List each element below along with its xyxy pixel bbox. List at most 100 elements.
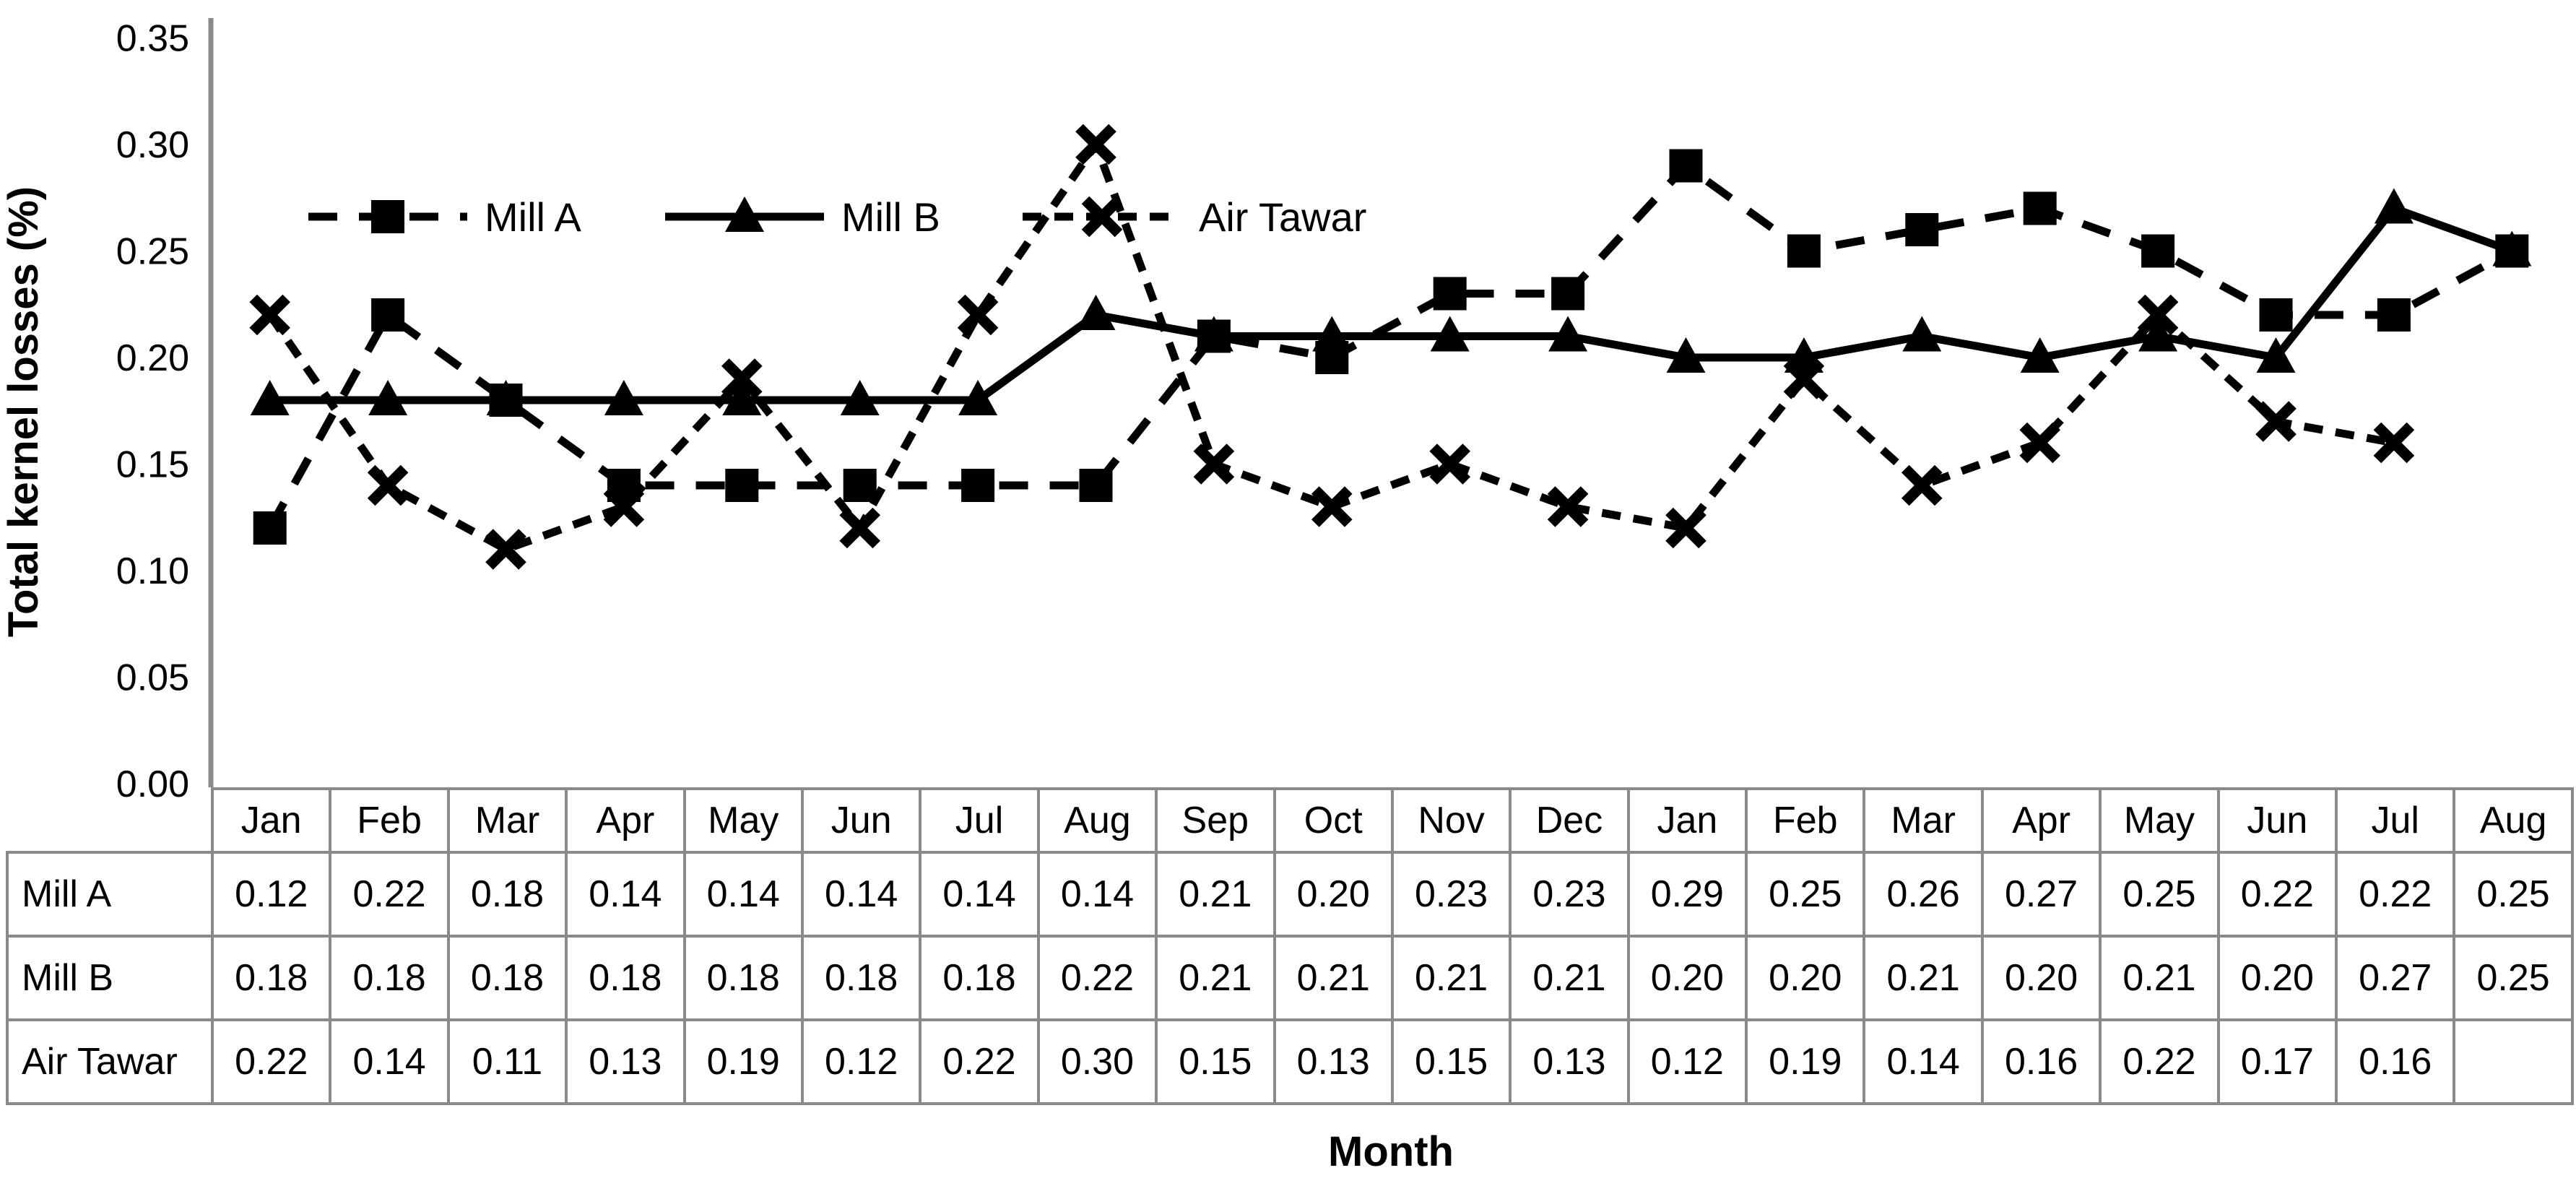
y-tick-label: 0.30 [116,124,189,166]
table-value-cell: 0.21 [1155,935,1276,1021]
marker-mill-b [1076,295,1116,330]
table-row-mill-a: Mill A 0.12 0.22 0.18 0.14 0.14 0.14 0.14 0.14 0.… [6,851,2574,938]
marker-mill-b [2374,188,2414,224]
month-header-cell: Jul [2335,787,2456,854]
table-value-cell: 0.18 [565,935,686,1021]
month-header-cell: Dec [1509,787,1630,854]
marker-mill-a [1669,149,1703,183]
table-value-cell: 0.11 [446,1018,568,1105]
table-value-cell: 0.20 [1980,935,2102,1021]
marker-mill-a [843,469,877,502]
marker-mill-b [1902,316,1942,352]
table-value-cell: 0.25 [1745,851,1866,938]
y-axis-title: Total kernel losses (%) [0,186,47,637]
table-value-cell: 0.13 [1509,1018,1630,1105]
legend-label-air-tawar: Air Tawar [1199,194,1366,240]
marker-air-tawar [957,294,999,336]
table-value-cell: 0.14 [682,851,804,938]
marker-mill-a [2495,234,2529,268]
marker-air-tawar [1311,486,1353,527]
month-header-cell: Feb [329,787,450,854]
table-value-cell: 0.23 [1390,851,1512,938]
month-header-cell: Aug [2453,787,2574,854]
table-value-cell: 0.17 [2216,1018,2338,1105]
table-value-cell: 0.19 [1745,1018,1866,1105]
marker-mill-a [2141,234,2175,268]
marker-air-tawar [2019,422,2061,464]
y-tick-label: 0.20 [116,337,189,379]
marker-mill-a [371,298,405,332]
month-header-cell: Jun [800,787,922,854]
series-mill-b [250,188,2532,415]
marker-air-tawar [1783,358,1825,399]
month-header-cell: Oct [1272,787,1394,854]
y-tick-label: 0.10 [116,550,189,592]
table-value-cell: 0.18 [682,935,804,1021]
table-value-cell: 0.13 [565,1018,686,1105]
marker-mill-a [2259,298,2293,332]
legend-marker-x [1081,196,1123,238]
month-header-cell: Jul [919,787,1040,854]
month-header-cell: May [682,787,804,854]
marker-mill-a [961,469,995,502]
month-header-cell: Jan [1626,787,1748,854]
month-header-cell: Mar [446,787,568,854]
legend-marker-square [371,200,404,233]
y-tick-label: 0.35 [116,18,189,60]
table-value-cell: 0.14 [1036,851,1158,938]
month-header-cell: Jan [210,787,332,854]
marker-mill-b [604,380,643,415]
month-header-cell: May [2099,787,2220,854]
table-value-cell: 0.14 [800,851,922,938]
month-header-cell: Apr [565,787,686,854]
table-value-cell: 0.20 [1745,935,1866,1021]
table-value-cell: 0.26 [1862,851,1984,938]
marker-mill-b [1666,337,1706,373]
marker-mill-a [2377,298,2411,332]
series-line-mill-a [266,160,2514,530]
table-row-mill-b: Mill B 0.18 0.18 0.18 0.18 0.18 0.18 0.18 0.22 0.… [6,935,2574,1021]
data-table: Jan Feb Mar Apr May Jun Jul Aug Sep Oct Nov Dec Jan F… [6,787,2574,1105]
table-value-cell: 0.18 [329,935,450,1021]
marker-mill-b [1430,316,1470,352]
y-tick-label: 0.00 [116,763,189,805]
marker-mill-a [607,469,641,502]
table-value-cell: 0.22 [2099,1018,2220,1105]
table-value-cell: 0.29 [1626,851,1748,938]
table-value-cell: 0.27 [1980,851,2102,938]
table-value-cell [2453,1018,2574,1105]
month-header-row: Jan Feb Mar Apr May Jun Jul Aug Sep Oct Nov Dec Jan F… [7,787,2574,854]
table-value-cell: 0.20 [1626,935,1748,1021]
table-value-cell: 0.15 [1155,1018,1276,1105]
marker-mill-a [1551,277,1585,311]
marker-mill-a [1197,319,1231,353]
table-value-cell: 0.20 [2216,935,2338,1021]
marker-mill-b [840,380,880,415]
marker-air-tawar [1075,124,1116,165]
marker-mill-a [253,511,287,545]
table-value-cell: 0.21 [1862,935,1984,1021]
marker-air-tawar [1901,464,1943,506]
marker-mill-a [725,469,759,502]
series-mill-a [253,149,2529,545]
table-value-cell: 0.22 [2216,851,2338,938]
table-corner-cell [7,789,212,852]
marker-air-tawar [1665,507,1707,549]
y-tick-label: 0.15 [116,444,189,486]
table-value-cell: 0.16 [1980,1018,2102,1105]
table-value-cell: 0.14 [1862,1018,1984,1105]
table-value-cell: 0.25 [2453,851,2574,938]
month-header-cell: Apr [1980,787,2102,854]
marker-mill-b [2138,316,2178,352]
table-value-cell: 0.18 [446,851,568,938]
legend-label-mill-a: Mill A [485,194,581,240]
table-row-air-tawar: Air Tawar 0.22 0.14 0.11 0.13 0.19 0.12 0.22 0.3… [6,1018,2574,1105]
table-value-cell: 0.18 [446,935,568,1021]
table-value-cell: 0.19 [682,1018,804,1105]
marker-mill-a [1433,277,1467,311]
table-value-cell: 0.18 [919,935,1040,1021]
marker-air-tawar [839,507,881,549]
row-label-cell: Air Tawar [6,1018,214,1105]
table-value-cell: 0.30 [1036,1018,1158,1105]
